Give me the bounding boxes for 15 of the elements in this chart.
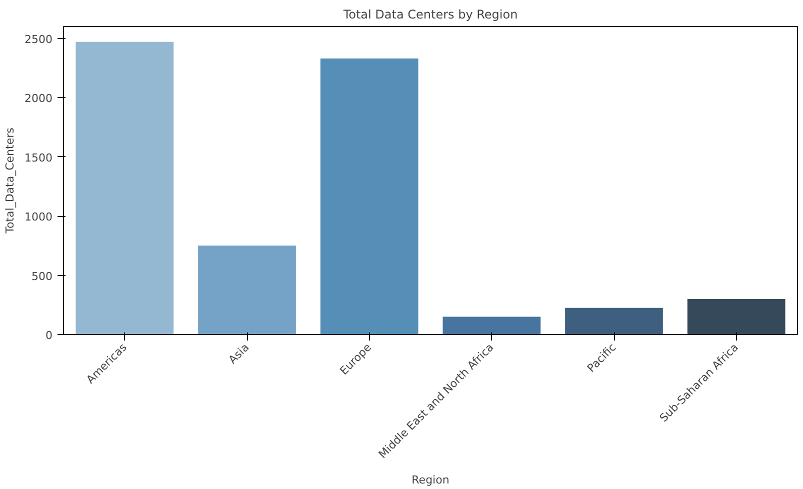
x-axis-title: Region	[412, 474, 450, 487]
y-tick-label: 2500	[24, 32, 53, 46]
bar	[442, 316, 541, 334]
y-tick-label: 1000	[24, 210, 53, 224]
bar	[687, 298, 786, 334]
y-tick-label: 500	[32, 270, 53, 283]
y-tick-label: 0	[46, 329, 52, 342]
bar	[320, 58, 418, 334]
chart-title: Total Data Centers by Region	[342, 8, 518, 22]
y-tick-label: 2000	[24, 92, 53, 106]
bar	[565, 308, 663, 334]
bar	[198, 246, 296, 334]
y-axis-title: Total_Data_Centers	[4, 127, 17, 234]
bar	[76, 42, 174, 334]
y-tick-label: 1500	[24, 151, 53, 164]
